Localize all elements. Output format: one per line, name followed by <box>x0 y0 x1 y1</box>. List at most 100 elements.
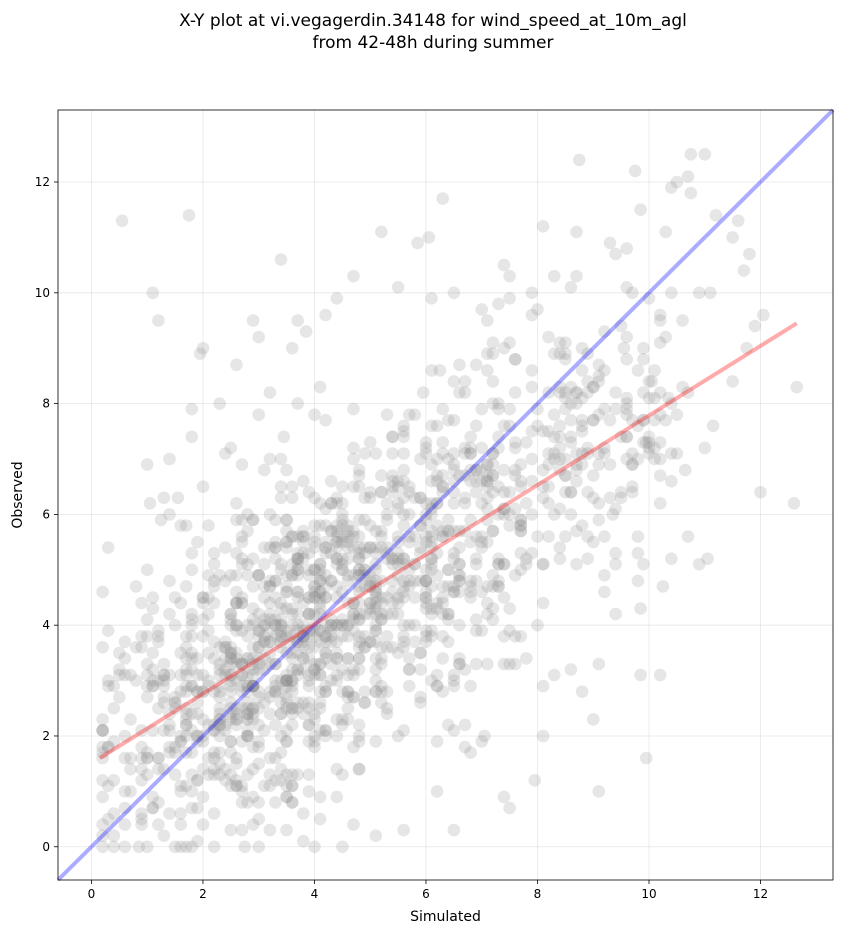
data-point <box>684 186 698 200</box>
data-point <box>453 569 466 582</box>
data-point <box>503 402 516 416</box>
data-point <box>458 375 472 388</box>
data-point <box>96 751 109 765</box>
data-point <box>285 796 299 809</box>
data-point <box>285 618 299 632</box>
data-point <box>336 613 349 626</box>
data-point <box>330 552 344 565</box>
data-point <box>358 513 372 527</box>
data-point <box>246 702 260 715</box>
data-point <box>375 641 388 654</box>
data-point <box>336 480 349 494</box>
data-point <box>224 735 238 748</box>
data-point <box>252 641 265 654</box>
data-point <box>285 702 299 715</box>
data-point <box>414 663 427 676</box>
data-point <box>414 491 427 505</box>
data-point <box>603 458 617 471</box>
data-point <box>319 502 332 516</box>
data-point <box>380 685 394 698</box>
data-point <box>174 596 187 610</box>
data-point <box>224 702 238 715</box>
data-point <box>542 386 555 399</box>
data-point <box>140 690 154 704</box>
data-point <box>369 652 383 665</box>
data-point <box>442 563 455 577</box>
data-point <box>352 552 366 565</box>
data-point <box>101 779 115 793</box>
data-point <box>386 596 399 610</box>
data-point <box>118 840 132 854</box>
data-point <box>564 485 578 499</box>
data-point <box>564 397 578 410</box>
data-point <box>609 546 622 560</box>
data-point <box>224 768 238 781</box>
data-point <box>101 812 115 826</box>
data-point <box>425 541 438 554</box>
data-point <box>168 591 182 604</box>
data-point <box>207 580 221 593</box>
data-point <box>157 724 171 737</box>
data-point <box>269 535 282 549</box>
data-point <box>598 325 611 338</box>
data-point <box>168 618 182 632</box>
data-point <box>235 779 249 793</box>
data-point <box>347 452 360 466</box>
data-point <box>246 707 260 721</box>
data-point <box>403 485 416 499</box>
data-point <box>185 402 199 416</box>
data-point <box>319 685 332 698</box>
data-point <box>447 585 461 599</box>
data-point <box>358 447 372 460</box>
data-point <box>648 441 661 455</box>
data-point <box>626 286 639 300</box>
x-tick-label: 0 <box>88 887 96 901</box>
data-point <box>628 164 642 178</box>
data-point <box>252 840 265 854</box>
data-point <box>152 635 165 649</box>
data-point <box>280 674 293 687</box>
data-point <box>258 635 271 649</box>
data-point <box>196 341 210 355</box>
data-point <box>609 402 622 416</box>
data-point <box>469 474 483 488</box>
data-point <box>559 485 572 499</box>
data-point <box>129 641 143 654</box>
data-point <box>430 419 444 433</box>
data-point <box>486 580 500 593</box>
data-point <box>341 535 355 549</box>
data-point <box>369 685 383 698</box>
data-point <box>224 696 238 709</box>
data-point <box>436 685 450 698</box>
data-point <box>642 292 656 305</box>
data-point <box>553 336 567 350</box>
data-point <box>352 641 366 654</box>
data-point <box>280 668 293 682</box>
data-point <box>397 635 411 649</box>
data-point <box>475 497 489 510</box>
data-point <box>330 713 344 726</box>
data-point <box>341 524 355 538</box>
data-point <box>391 546 405 560</box>
data-point <box>308 541 321 554</box>
data-point <box>514 474 528 488</box>
data-point <box>213 702 226 715</box>
data-point <box>219 762 232 776</box>
data-point <box>347 402 360 416</box>
data-point <box>235 679 249 693</box>
data-point <box>341 668 355 682</box>
data-point <box>598 441 611 455</box>
data-point <box>419 563 433 577</box>
data-point <box>285 674 299 687</box>
data-point <box>146 286 160 300</box>
data-point <box>258 652 271 665</box>
data-point <box>302 641 316 654</box>
data-point <box>430 452 444 466</box>
data-point <box>174 519 187 532</box>
data-point <box>453 557 466 571</box>
data-point <box>528 774 541 787</box>
data-point <box>648 391 661 405</box>
data-point <box>313 574 327 588</box>
data-point <box>464 474 477 488</box>
data-point <box>442 563 455 577</box>
